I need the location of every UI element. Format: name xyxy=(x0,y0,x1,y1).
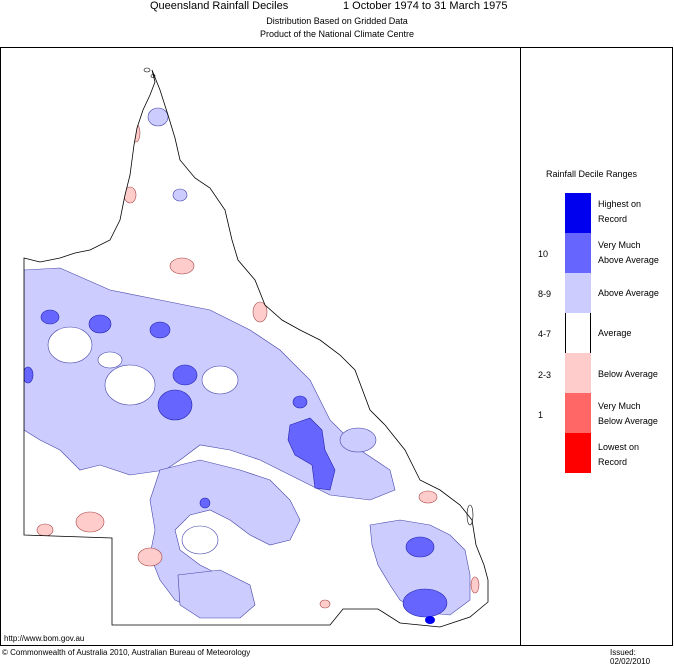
above-average-region-southeast xyxy=(369,519,471,616)
above-average-region-cape xyxy=(147,107,169,127)
island-torres-2 xyxy=(150,74,156,78)
legend-divider xyxy=(520,47,521,646)
below-average-region-sw-corner xyxy=(36,523,54,537)
vma-region-4 xyxy=(172,364,198,386)
vma-region-6 xyxy=(287,417,336,491)
legend-swatch-average xyxy=(565,313,591,353)
website-link[interactable]: http://www.bom.gov.au xyxy=(4,634,85,643)
vma-region-10 xyxy=(292,395,308,409)
vma-region-2 xyxy=(88,314,112,334)
vma-region-7 xyxy=(405,536,435,558)
average-holes xyxy=(47,326,239,555)
below-average-region-southwest xyxy=(75,511,105,533)
vma-region-5 xyxy=(157,389,193,421)
highest-on-record-region xyxy=(425,616,435,624)
legend-range-average: 4-7 xyxy=(538,329,552,339)
legend-range-very-much-above: 10 xyxy=(538,249,549,259)
subtitle-distribution: Distribution Based on Gridded Data xyxy=(266,16,408,26)
issued-date: Issued: 02/02/2010 xyxy=(610,648,651,666)
legend-swatch-highest xyxy=(565,193,591,233)
legend-swatch-very-much-above xyxy=(565,233,591,273)
legend-label-below-average: Below Average xyxy=(598,369,658,379)
vma-region-11 xyxy=(199,497,211,509)
legend-label-very-much-below: Very Much Below Average xyxy=(598,401,658,426)
below-average-regions xyxy=(36,123,480,609)
below-average-region-south xyxy=(137,547,163,567)
vma-region-1 xyxy=(40,309,60,325)
below-average-region-east xyxy=(418,490,438,504)
subtitle-product: Product of the National Climate Centre xyxy=(259,29,415,39)
legend-swatch-below-average xyxy=(565,353,591,393)
vma-region-8 xyxy=(402,588,448,618)
vma-region-3 xyxy=(149,321,171,339)
below-average-region-central-north xyxy=(169,257,195,275)
legend-label-average: Average xyxy=(598,328,632,338)
copyright-text: © Commonwealth of Australia 2010, Austra… xyxy=(2,648,251,657)
above-average-region-north xyxy=(172,188,188,202)
legend-range-above-average: 8-9 xyxy=(538,289,552,299)
legend-swatch-above-average xyxy=(565,273,591,313)
below-average-region-southeast-coast xyxy=(470,576,480,594)
island-fraser xyxy=(466,504,474,526)
legend-range-below-average: 2-3 xyxy=(538,370,552,380)
legend-label-lowest: Lowest on Record xyxy=(598,442,640,467)
legend-label-highest: Highest on Record xyxy=(598,199,642,224)
legend-label-very-much-above: Very Much Above Average xyxy=(598,240,659,265)
below-average-region-north xyxy=(123,186,137,204)
map-period: 1 October 1974 to 31 March 1975 xyxy=(343,0,508,12)
legend-label-above-average: Above Average xyxy=(598,288,659,298)
above-average-region-coast xyxy=(339,427,377,453)
queensland-decile-map xyxy=(23,67,489,628)
legend-range-very-much-below: 1 xyxy=(538,410,544,420)
map-title: Queensland Rainfall Deciles xyxy=(150,0,289,12)
below-average-region-coast xyxy=(252,301,268,323)
legend-title: Rainfall Decile Ranges xyxy=(546,169,638,179)
legend-swatch-very-much-below xyxy=(565,393,591,433)
below-average-region-south-small xyxy=(319,599,331,609)
very-much-above-average-regions xyxy=(24,309,448,618)
above-average-region-far-south xyxy=(177,569,256,619)
island-torres-1 xyxy=(143,67,151,73)
map-frame xyxy=(0,47,673,646)
vma-region-9 xyxy=(24,366,34,384)
legend-swatch-lowest xyxy=(565,433,591,473)
